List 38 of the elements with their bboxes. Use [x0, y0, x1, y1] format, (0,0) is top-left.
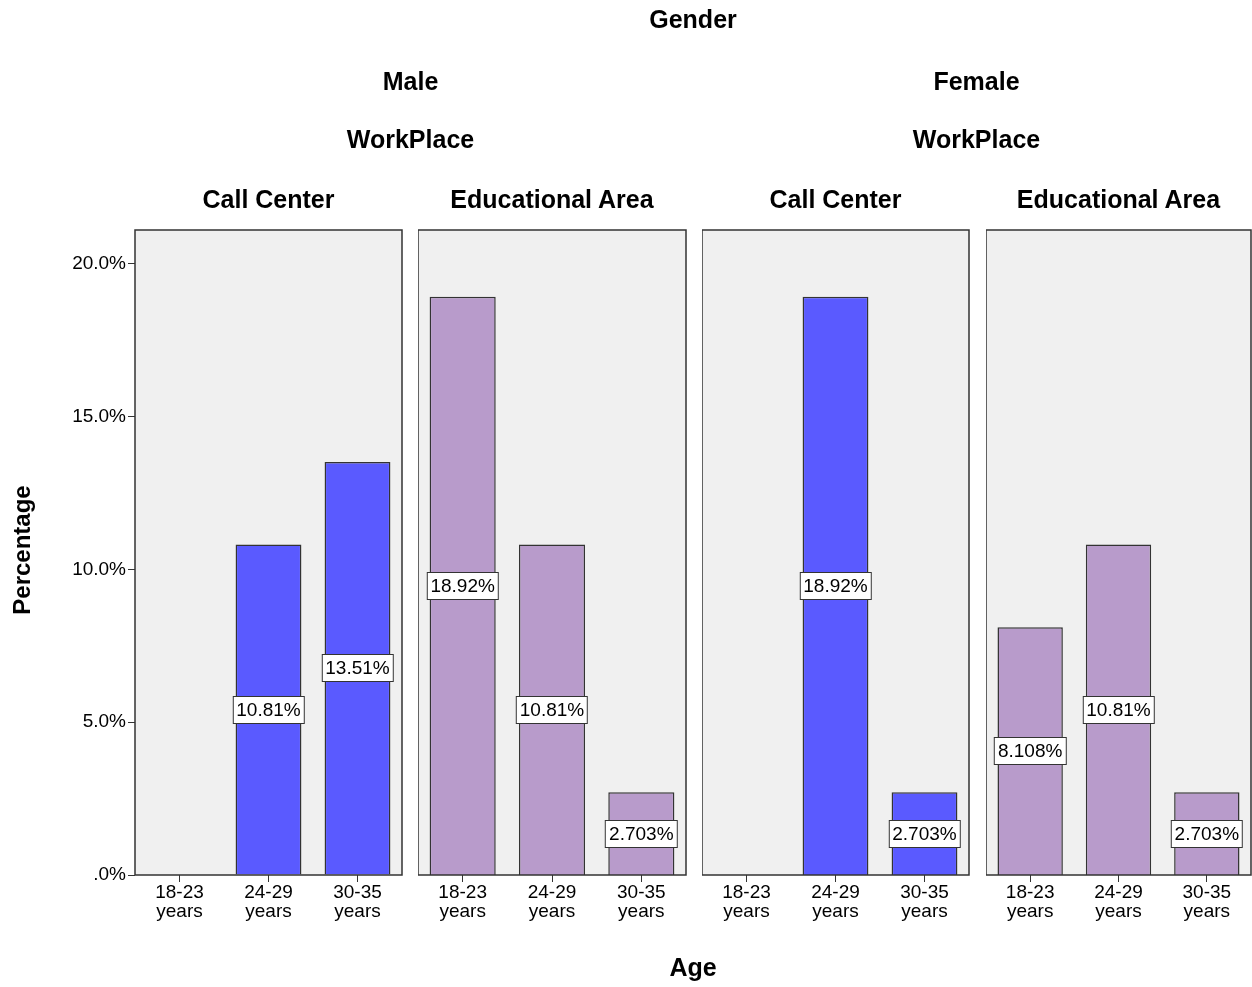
data-label: 18.92% [799, 571, 872, 600]
text: Male [382, 67, 439, 96]
chart-title: Call Center [769, 185, 902, 214]
chart-title: Educational Area [450, 185, 654, 214]
text: WorkPlace [912, 125, 1041, 154]
y-tick-label: 15.0% [72, 404, 127, 426]
x-tick-label: 30-35 years [1182, 880, 1232, 921]
x-tick-label: 30-35 years [900, 880, 949, 921]
data-label: 13.51% [321, 654, 394, 683]
data-label: 18.92% [426, 571, 499, 600]
text: Female [933, 67, 1020, 96]
data-label: 10.81% [232, 695, 305, 724]
data-label: 2.703% [1170, 819, 1244, 848]
x-tick-label: 24-29 years [1094, 880, 1143, 921]
y-tick-label: 20.0% [72, 251, 127, 273]
data-label: 2.703% [888, 819, 961, 848]
data-label: 10.81% [1082, 695, 1155, 724]
y-tick-label: 5.0% [82, 710, 127, 732]
x-tick-label: 18-23 years [1005, 880, 1055, 921]
y-tick-label: 10.0% [72, 557, 127, 579]
x-tick-label: 30-35 years [617, 880, 666, 921]
text: Gender [649, 5, 737, 34]
chart-title: Call Center [202, 185, 335, 214]
y-axis-title: Percentage [8, 485, 36, 615]
x-tick-label: 18-23 years [155, 880, 204, 921]
data-label: 8.108% [993, 737, 1067, 766]
data-label: 2.703% [605, 819, 678, 848]
x-tick-label: 24-29 years [244, 880, 293, 921]
x-tick-label: 24-29 years [811, 880, 860, 921]
data-label: 10.81% [515, 695, 589, 724]
x-tick-label: 18-23 years [722, 880, 771, 921]
x-tick-label: 24-29 years [527, 880, 577, 921]
text: Age [669, 953, 717, 982]
x-tick-label: 18-23 years [438, 880, 487, 921]
chart-title: Educational Area [1016, 185, 1221, 214]
y-tick-label: .0% [93, 863, 127, 885]
x-tick-label: 30-35 years [333, 880, 382, 921]
text: WorkPlace [346, 125, 475, 154]
